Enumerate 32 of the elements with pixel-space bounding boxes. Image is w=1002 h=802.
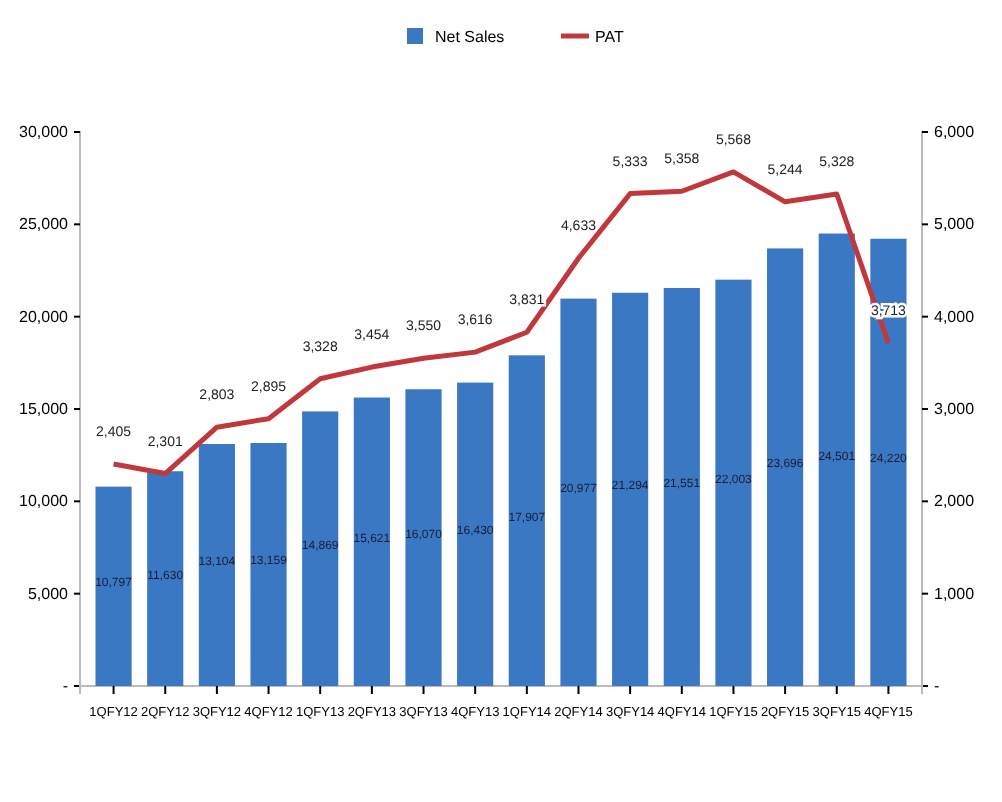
y-tick-label: 15,000	[19, 400, 70, 419]
legend-label: Net Sales	[435, 28, 505, 46]
bar	[147, 471, 184, 686]
y-tick-label: 30,000	[19, 123, 70, 142]
legend-label: PAT	[595, 28, 624, 46]
bar	[95, 486, 132, 686]
bar	[767, 248, 804, 686]
bar	[818, 233, 855, 686]
bar	[612, 292, 649, 686]
bar	[715, 279, 752, 686]
bar	[457, 382, 494, 686]
y2-tick-label: 5,000	[934, 215, 976, 234]
bar	[560, 298, 597, 686]
bar	[870, 238, 907, 686]
y-tick-label: 10,000	[19, 492, 70, 511]
bar	[353, 397, 390, 686]
y2-tick-label: 2,000	[934, 492, 976, 511]
y2-tick-label: 1,000	[934, 584, 976, 603]
y2-tick-label: 6,000	[934, 123, 976, 142]
bar	[663, 288, 700, 686]
y-tick-label: 25,000	[19, 215, 70, 234]
y2-tick-label: -	[934, 677, 940, 696]
y-tick-label: 20,000	[19, 307, 70, 326]
bar	[405, 389, 442, 686]
y-tick-label: -	[62, 677, 69, 696]
y-tick-label: 5,000	[27, 584, 70, 603]
bar	[198, 444, 235, 686]
bar	[508, 355, 545, 686]
y2-tick-label: 4,000	[934, 307, 976, 326]
bar	[250, 443, 287, 686]
y2-tick-label: 3,000	[934, 400, 976, 419]
bar	[302, 411, 339, 686]
